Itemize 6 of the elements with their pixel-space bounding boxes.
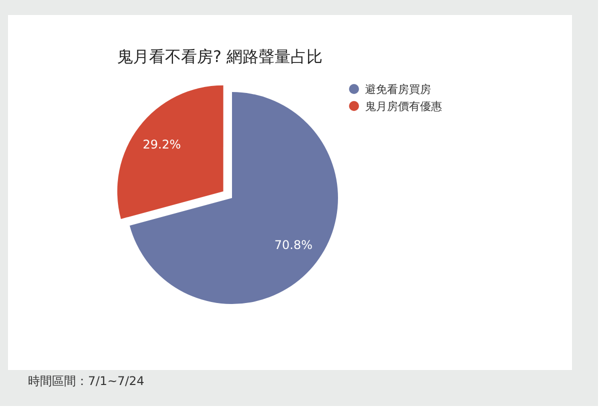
legend-label: 鬼月房價有優惠 — [365, 100, 442, 113]
data-label: 29.2% — [142, 137, 181, 152]
chart-title: 鬼月看不看房? 網路聲量占比 — [117, 47, 323, 66]
data-label: 70.8% — [274, 238, 312, 252]
text: 時間區間：7/1~7/24 — [28, 374, 144, 388]
legend-label: 避免看房買房 — [365, 82, 431, 96]
